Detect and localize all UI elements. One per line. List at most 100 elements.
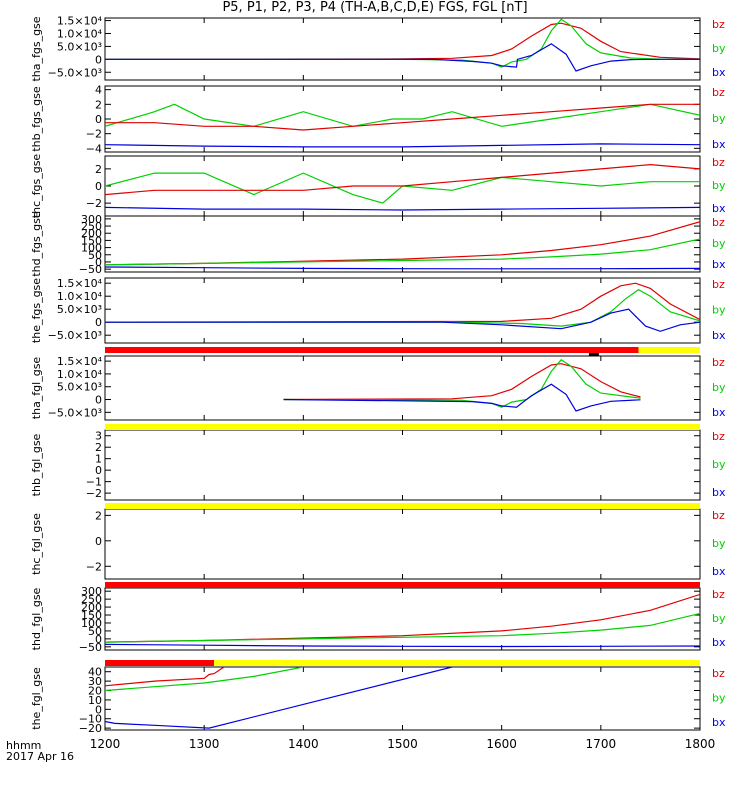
y-tick-label: 1.0×10⁴	[57, 28, 103, 41]
y-tick-label: 1	[95, 453, 102, 466]
legend-bx: bx	[712, 486, 726, 499]
y-axis-label: tha_fgs_gse	[30, 16, 43, 81]
legend-bx: bx	[712, 406, 726, 419]
y-tick-label: 0	[95, 394, 102, 407]
y-tick-label: −4	[86, 142, 102, 155]
series-group	[105, 103, 700, 148]
legend-bz: bz	[712, 509, 725, 522]
y-tick-label: 1.5×10⁴	[57, 15, 103, 28]
y-tick-label: 300	[81, 213, 102, 226]
y-tick-label: 0	[95, 256, 102, 269]
series-bx	[105, 643, 700, 648]
y-tick-label: 150	[81, 609, 102, 622]
y-tick-label: 0	[95, 180, 102, 193]
y-tick-label: −5.0×10³	[48, 406, 102, 419]
y-tick-label: 0	[95, 703, 102, 716]
y-tick-label: −10	[79, 713, 102, 726]
x-tick-label: 1800	[685, 737, 716, 751]
status-bar-segment	[105, 424, 700, 430]
y-tick-label: 5.0×10³	[57, 40, 102, 53]
x-tick-label: 1200	[90, 737, 121, 751]
y-tick-label: 10	[88, 694, 102, 707]
y-tick-label: 150	[81, 234, 102, 247]
legend-bz: bz	[712, 216, 725, 229]
y-tick-label: 1.0×10⁴	[57, 290, 103, 303]
legend-by: by	[712, 304, 726, 317]
y-tick-label: 5.0×10³	[57, 381, 102, 394]
status-bar-segment	[105, 660, 215, 666]
y-tick-label: −20	[79, 722, 102, 735]
series-by	[105, 18, 700, 68]
y-tick-label: −2	[86, 560, 102, 573]
y-axis-label: tha_fgl_gse	[30, 357, 43, 420]
legend-by: by	[712, 612, 726, 625]
series-group	[105, 163, 700, 211]
y-tick-label: −1	[86, 476, 102, 489]
y-tick-label: −2	[86, 128, 102, 141]
legend-bx: bx	[712, 565, 726, 578]
y-tick-label: 0	[95, 535, 102, 548]
panel-thc_fgs_gse: 2 0 −2 thc_fgs_gse bz by bx	[30, 154, 726, 219]
series-group	[105, 221, 700, 270]
status-bar-marker	[588, 353, 599, 356]
y-tick-label: 0	[95, 53, 102, 66]
legend-bx: bx	[712, 329, 726, 342]
y-axis-label: thd_fgl_gse	[30, 587, 43, 650]
y-tick-label: 200	[81, 601, 102, 614]
legend-by: by	[712, 237, 726, 250]
series-bx	[105, 143, 700, 148]
y-tick-label: 250	[81, 220, 102, 233]
legend-bx: bx	[712, 66, 726, 79]
series-bz	[105, 163, 700, 196]
y-tick-label: 3	[95, 430, 102, 443]
x-axis-label: hhmm	[6, 739, 42, 752]
status-bar-segment	[105, 347, 639, 353]
y-tick-label: −5.0×10³	[48, 329, 102, 342]
y-tick-label: 100	[81, 242, 102, 255]
legend-by: by	[712, 381, 726, 394]
x-axis: 1200 1300 1400 1500 1600 1700 1800	[90, 737, 716, 751]
legend-bz: bz	[712, 430, 725, 443]
y-tick-label: 200	[81, 227, 102, 240]
series-bx	[105, 266, 700, 270]
x-tick-label: 1500	[387, 737, 418, 751]
y-axis-label: thc_fgl_gse	[30, 513, 43, 575]
legend-bz: bz	[712, 278, 725, 291]
y-tick-label: 50	[88, 625, 102, 638]
series-bz	[105, 22, 700, 60]
y-tick-label: 2	[95, 163, 102, 176]
y-tick-label: −5.0×10³	[48, 66, 102, 79]
y-tick-label: 300	[81, 585, 102, 598]
status-bar-segment	[638, 347, 700, 353]
y-tick-label: 0	[95, 464, 102, 477]
y-tick-label: 1.0×10⁴	[57, 368, 103, 381]
y-axis-label: thd_fgs_gse	[30, 211, 43, 277]
x-tick-label: 1400	[288, 737, 319, 751]
legend-by: by	[712, 692, 726, 705]
series-bz	[105, 221, 700, 266]
panel-thb_fgs_gse: 42 0 −2−4 thb_fgs_gse bz by bx	[30, 84, 726, 156]
legend-bz: bz	[712, 18, 725, 31]
y-tick-label: 2	[95, 441, 102, 454]
y-tick-label: 30	[88, 675, 102, 688]
y-tick-label: −2	[86, 487, 102, 500]
panel-frame	[104, 17, 701, 81]
y-tick-label: 20	[88, 685, 102, 698]
series-bx	[105, 206, 700, 211]
legend-bz: bz	[712, 356, 725, 369]
y-axis-label: the_fgs_gse	[30, 278, 43, 343]
legend-by: by	[712, 537, 726, 550]
panel-frame	[104, 508, 701, 580]
legend-bx: bx	[712, 258, 726, 271]
y-tick-label: −50	[79, 263, 102, 276]
series-by	[105, 238, 700, 266]
legend-bx: bx	[712, 716, 726, 729]
series-bx	[105, 43, 700, 72]
y-tick-label: 2	[95, 509, 102, 522]
status-bar-segment	[105, 582, 700, 588]
